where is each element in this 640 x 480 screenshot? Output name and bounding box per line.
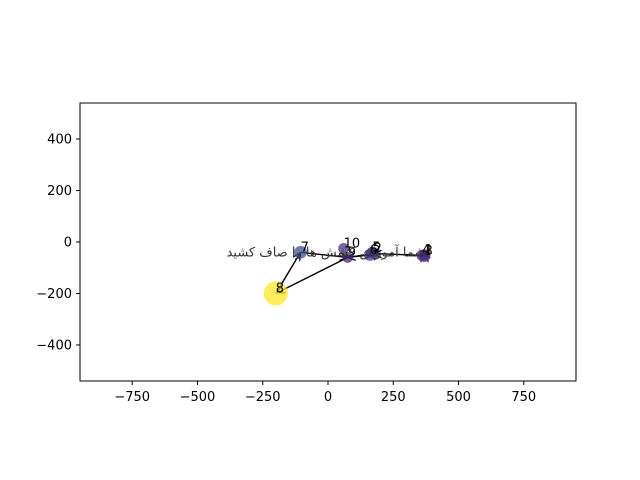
point-label-6: 6 [370,243,378,258]
x-axis: −750 −500 −250 0 250 500 750 [114,381,536,405]
x-tick-label: 250 [381,390,406,405]
x-tick-label: −250 [245,390,281,405]
y-tick-label: 400 [47,133,72,148]
x-tick-label: 0 [324,390,332,405]
plot-area: −750 −500 −250 0 250 500 750 −400 −200 0 200 400 1… [36,102,577,405]
axes-frame [79,102,577,382]
scatter-point-8 [263,281,288,306]
connection-arrow [278,256,348,292]
point-label-9: 9 [348,245,356,260]
point-label-3: 3 [425,244,433,259]
y-axis: −400 −200 0 200 400 [36,133,80,353]
point-label-1: 1 [425,243,433,258]
y-tick-label: 0 [64,236,72,251]
x-tick-label: −500 [180,390,216,405]
point-label-2: 2 [374,242,382,257]
connection-arrow [375,254,423,256]
y-tick-label: 200 [47,184,72,199]
point-label-4: 4 [422,243,430,258]
annotation-text: شما آموزش کشش ها را صاف کشید. [227,243,430,260]
scatter-point-10 [338,243,350,254]
x-tick-label: −750 [114,390,150,405]
y-tick-label: −400 [36,338,72,353]
y-tick-label: −200 [36,287,72,302]
point-label-5: 5 [372,240,380,255]
x-tick-label: 500 [446,390,471,405]
x-tick-label: 750 [511,390,536,405]
point-label-10: 10 [344,236,361,251]
scatter-point-7 [294,245,307,259]
scatter-point-4 [416,249,428,262]
point-label-8: 8 [276,281,284,296]
scatter-point-6 [363,248,376,261]
scatter-point-9 [342,252,353,263]
scatter-points [263,243,431,306]
point-label-7: 7 [301,240,309,255]
connection-arrow [300,251,347,257]
